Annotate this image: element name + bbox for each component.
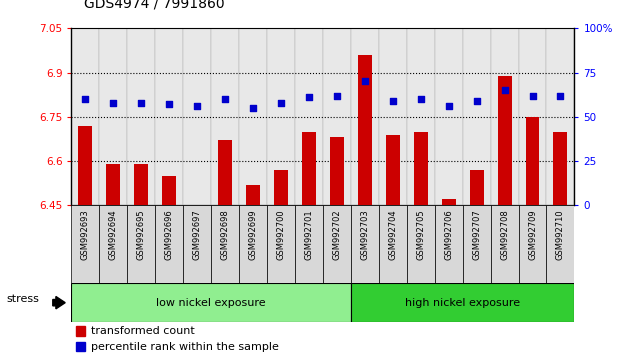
Text: high nickel exposure: high nickel exposure: [405, 298, 520, 308]
Bar: [497, 75, 512, 205]
Text: GSM992695: GSM992695: [137, 209, 146, 260]
Bar: [76, 342, 86, 352]
Bar: [295, 28, 323, 205]
Bar: [546, 28, 574, 205]
Bar: [463, 205, 491, 283]
Bar: [183, 28, 211, 205]
Point: [109, 100, 119, 105]
Text: GSM992698: GSM992698: [220, 209, 230, 260]
Bar: [323, 28, 351, 205]
Bar: [127, 28, 155, 205]
Bar: [435, 28, 463, 205]
Text: GSM992707: GSM992707: [472, 209, 481, 260]
Bar: [239, 28, 267, 205]
Bar: [553, 132, 568, 205]
Point: [555, 93, 565, 98]
Point: [443, 103, 453, 109]
Bar: [78, 126, 93, 205]
Bar: [211, 205, 239, 283]
Text: GSM992710: GSM992710: [556, 209, 565, 260]
Text: low nickel exposure: low nickel exposure: [156, 298, 266, 308]
Text: GSM992701: GSM992701: [304, 209, 314, 260]
Text: GSM992697: GSM992697: [193, 209, 202, 260]
Bar: [351, 205, 379, 283]
Bar: [525, 117, 540, 205]
Point: [304, 95, 314, 100]
Bar: [351, 28, 379, 205]
Point: [388, 98, 397, 104]
Bar: [162, 176, 176, 205]
Point: [81, 96, 91, 102]
Bar: [379, 205, 407, 283]
Bar: [183, 205, 211, 283]
Text: GSM992708: GSM992708: [500, 209, 509, 260]
Text: GSM992704: GSM992704: [388, 209, 397, 260]
Bar: [386, 135, 400, 205]
Bar: [267, 28, 295, 205]
Text: GSM992702: GSM992702: [332, 209, 342, 260]
Bar: [71, 283, 351, 322]
Text: GSM992703: GSM992703: [360, 209, 369, 260]
Text: GSM992693: GSM992693: [81, 209, 90, 260]
Bar: [519, 205, 546, 283]
Bar: [211, 28, 239, 205]
Bar: [358, 55, 372, 205]
Bar: [106, 164, 120, 205]
Bar: [218, 141, 232, 205]
Bar: [491, 205, 519, 283]
Text: GSM992705: GSM992705: [416, 209, 425, 260]
Bar: [99, 205, 127, 283]
Point: [332, 93, 342, 98]
Bar: [295, 205, 323, 283]
Bar: [463, 28, 491, 205]
Point: [137, 100, 147, 105]
Bar: [76, 326, 86, 336]
Bar: [407, 205, 435, 283]
Point: [416, 96, 426, 102]
Text: stress: stress: [6, 294, 39, 304]
Bar: [127, 205, 155, 283]
Bar: [407, 28, 435, 205]
Bar: [442, 199, 456, 205]
Text: transformed count: transformed count: [91, 326, 194, 336]
Bar: [519, 28, 546, 205]
Bar: [71, 205, 99, 283]
Text: GSM992700: GSM992700: [276, 209, 286, 260]
Bar: [491, 28, 519, 205]
Bar: [99, 28, 127, 205]
Bar: [351, 283, 574, 322]
Bar: [155, 28, 183, 205]
Bar: [302, 132, 316, 205]
Bar: [435, 205, 463, 283]
Point: [220, 96, 230, 102]
Bar: [323, 205, 351, 283]
Bar: [414, 132, 428, 205]
Text: percentile rank within the sample: percentile rank within the sample: [91, 342, 278, 352]
Bar: [330, 137, 344, 205]
Point: [248, 105, 258, 111]
Point: [164, 102, 174, 107]
Text: GSM992709: GSM992709: [528, 209, 537, 260]
Bar: [267, 205, 295, 283]
Point: [472, 98, 482, 104]
Bar: [134, 164, 148, 205]
Point: [360, 79, 369, 84]
Text: GSM992694: GSM992694: [109, 209, 118, 260]
Bar: [546, 205, 574, 283]
Text: GDS4974 / 7991860: GDS4974 / 7991860: [84, 0, 224, 11]
Bar: [239, 205, 267, 283]
Text: GSM992696: GSM992696: [165, 209, 174, 260]
Text: GSM992699: GSM992699: [248, 209, 258, 260]
Point: [193, 103, 202, 109]
Bar: [379, 28, 407, 205]
Text: GSM992706: GSM992706: [444, 209, 453, 260]
Bar: [71, 28, 99, 205]
Point: [499, 87, 509, 93]
Bar: [274, 170, 288, 205]
Bar: [469, 170, 484, 205]
Bar: [246, 185, 260, 205]
Point: [276, 100, 286, 105]
Bar: [155, 205, 183, 283]
Point: [528, 93, 538, 98]
